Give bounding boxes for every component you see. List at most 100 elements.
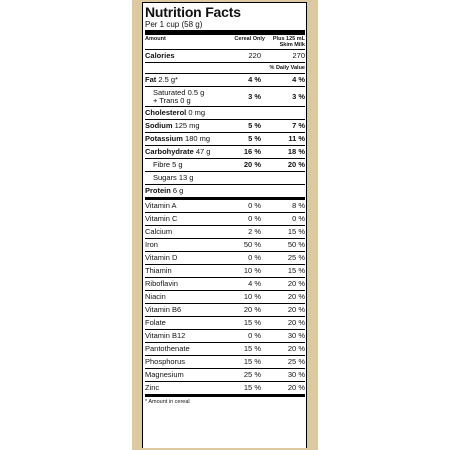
vitamin-name: Vitamin A (145, 201, 177, 210)
vitamin-dv-milk: 20 % (287, 279, 305, 288)
vitamin-dv-cereal: 25 % (243, 370, 261, 379)
nutrient-amount: Sugars 13 g (153, 173, 194, 182)
vitamin-name: Vitamin B6 (145, 305, 182, 314)
vitamin-row: Pantothenate 15 % 20 % (145, 342, 305, 355)
vitamin-dv-milk: 20 % (287, 344, 305, 353)
nutrient-row: Saturated 0.5 g + Trans 0 g 3 % 3 % (145, 86, 305, 106)
dv-cereal: 4 % (248, 75, 261, 84)
nutrient-bold-name: Potassium (145, 134, 183, 143)
dv-cereal: 20 % (243, 160, 261, 169)
nutrient-name: Potassium 180 mg (145, 133, 225, 145)
vitamin-dv-milk: 30 % (287, 331, 305, 340)
vitamin-name: Vitamin C (145, 214, 178, 223)
nutrient-bold-name: Fat (145, 75, 157, 84)
vitamin-dv-milk: 20 % (287, 305, 305, 314)
nutrient-amount: 125 mg (172, 121, 200, 130)
vitamin-dv-cereal: 10 % (243, 292, 261, 301)
footnote: * Amount in cereal (145, 394, 305, 405)
vitamin-dv-milk: 0 % (292, 214, 305, 223)
vitamin-dv-cereal: 10 % (243, 266, 261, 275)
vitamin-dv-milk: 50 % (287, 240, 305, 249)
nutrient-row: Cholesterol 0 mg (145, 106, 305, 119)
nutrient-amount: 180 mg (182, 134, 211, 143)
vitamin-dv-cereal: 15 % (243, 357, 261, 366)
vitamin-dv-milk: 20 % (287, 383, 305, 392)
vitamin-name: Niacin (145, 292, 166, 301)
vitamin-dv-milk: 15 % (287, 266, 305, 275)
nutrient-bold-name: Cholesterol (145, 108, 187, 117)
vitamin-row: Phosphorus 15 % 25 % (145, 355, 305, 368)
amount-heading: Amount (145, 36, 166, 42)
nutrient-name: Saturated 0.5 g + Trans 0 g (145, 87, 225, 105)
vitamin-dv-milk: 30 % (287, 370, 305, 379)
nutrient-amount: Fibre 5 g (153, 160, 183, 169)
nutrient-bold-name: Carbohydrate (145, 147, 194, 156)
vitamin-dv-milk: 8 % (292, 201, 305, 210)
nutrient-amount-2: + Trans 0 g (153, 95, 191, 105)
nutrition-label: Nutrition Facts Per 1 cup (58 g) Amount … (145, 4, 305, 405)
vitamin-dv-milk: 20 % (287, 318, 305, 327)
vitamin-list: Vitamin A 0 % 8 % Vitamin C 0 % 0 % Calcium 2 %… (145, 197, 305, 394)
vitamin-name: Riboflavin (145, 279, 178, 288)
nutrient-list: Fat 2.5 g* 4 % 4 % Saturated 0.5 g + Trans 0… (145, 73, 305, 197)
dv-cereal: 5 % (248, 121, 261, 130)
calories-label: Calories (145, 51, 175, 60)
nutrient-amount: Saturated 0.5 g (153, 87, 205, 97)
vitamin-dv-cereal: 20 % (243, 305, 261, 314)
vitamin-row: Zinc 15 % 20 % (145, 381, 305, 394)
vitamin-name: Phosphorus (145, 357, 186, 366)
vitamin-name: Folate (145, 318, 166, 327)
nutrient-row: Sugars 13 g (145, 171, 305, 184)
nutrient-name: Fat 2.5 g* (145, 74, 225, 86)
vitamin-dv-cereal: 50 % (243, 240, 261, 249)
vitamin-row: Magnesium 25 % 30 % (145, 368, 305, 381)
nutrient-bold-name: Protein (145, 186, 171, 195)
nutrient-amount: 2.5 g* (156, 75, 178, 84)
vitamin-row: Niacin 10 % 20 % (145, 290, 305, 303)
vitamin-name: Vitamin D (145, 253, 178, 262)
vitamin-name: Iron (145, 240, 158, 249)
nutrient-row: Protein 6 g (145, 184, 305, 197)
nutrient-amount: 6 g (170, 186, 184, 195)
dv-milk: 4 % (292, 75, 305, 84)
calories-row: Calories 220 270 (145, 49, 305, 62)
vitamin-name: Thiamin (145, 266, 172, 275)
vitamin-row: Folate 15 % 20 % (145, 316, 305, 329)
vitamin-row: Iron 50 % 50 % (145, 238, 305, 251)
vitamin-name: Pantothenate (145, 344, 190, 353)
vitamin-row: Vitamin B6 20 % 20 % (145, 303, 305, 316)
dv-milk: 11 % (288, 134, 305, 143)
column-header: Amount Cereal Only Plus 125 mL Skim Milk (145, 30, 305, 49)
vitamin-dv-cereal: 0 % (248, 201, 261, 210)
dv-milk: 18 % (287, 147, 305, 156)
label-title: Nutrition Facts (145, 4, 241, 20)
calories-milk: 270 (292, 51, 305, 60)
vitamin-dv-cereal: 15 % (243, 383, 261, 392)
vitamin-dv-cereal: 15 % (243, 344, 261, 353)
vitamin-name: Magnesium (145, 370, 184, 379)
nutrient-row: Potassium 180 mg 5 % 11 % (145, 132, 305, 145)
vitamin-name: Calcium (145, 227, 173, 236)
vitamin-dv-cereal: 0 % (248, 331, 261, 340)
with-milk-heading: Plus 125 mL Skim Milk (272, 36, 305, 48)
cereal-only-heading: Cereal Only (234, 36, 265, 42)
vitamin-row: Thiamin 10 % 15 % (145, 264, 305, 277)
dv-cereal: 3 % (248, 91, 261, 101)
nutrient-row: Sodium 125 mg 5 % 7 % (145, 119, 305, 132)
calories-cereal: 220 (248, 51, 261, 60)
nutrient-name: Sugars 13 g (145, 172, 225, 184)
dv-milk: 20 % (287, 160, 305, 169)
vitamin-name: Zinc (145, 383, 160, 392)
nutrient-row: Fat 2.5 g* 4 % 4 % (145, 73, 305, 86)
dv-milk: 7 % (292, 121, 305, 130)
dv-cereal: 5 % (248, 134, 261, 143)
nutrient-name: Fibre 5 g (145, 159, 225, 171)
vitamin-row: Calcium 2 % 15 % (145, 225, 305, 238)
vitamin-dv-cereal: 2 % (248, 227, 261, 236)
nutrient-name: Cholesterol 0 mg (145, 107, 225, 119)
vitamin-row: Riboflavin 4 % 20 % (145, 277, 305, 290)
vitamin-dv-milk: 25 % (287, 253, 305, 262)
vitamin-row: Vitamin A 0 % 8 % (145, 197, 305, 212)
vitamin-row: Vitamin B12 0 % 30 % (145, 329, 305, 342)
dv-milk: 3 % (292, 91, 305, 101)
